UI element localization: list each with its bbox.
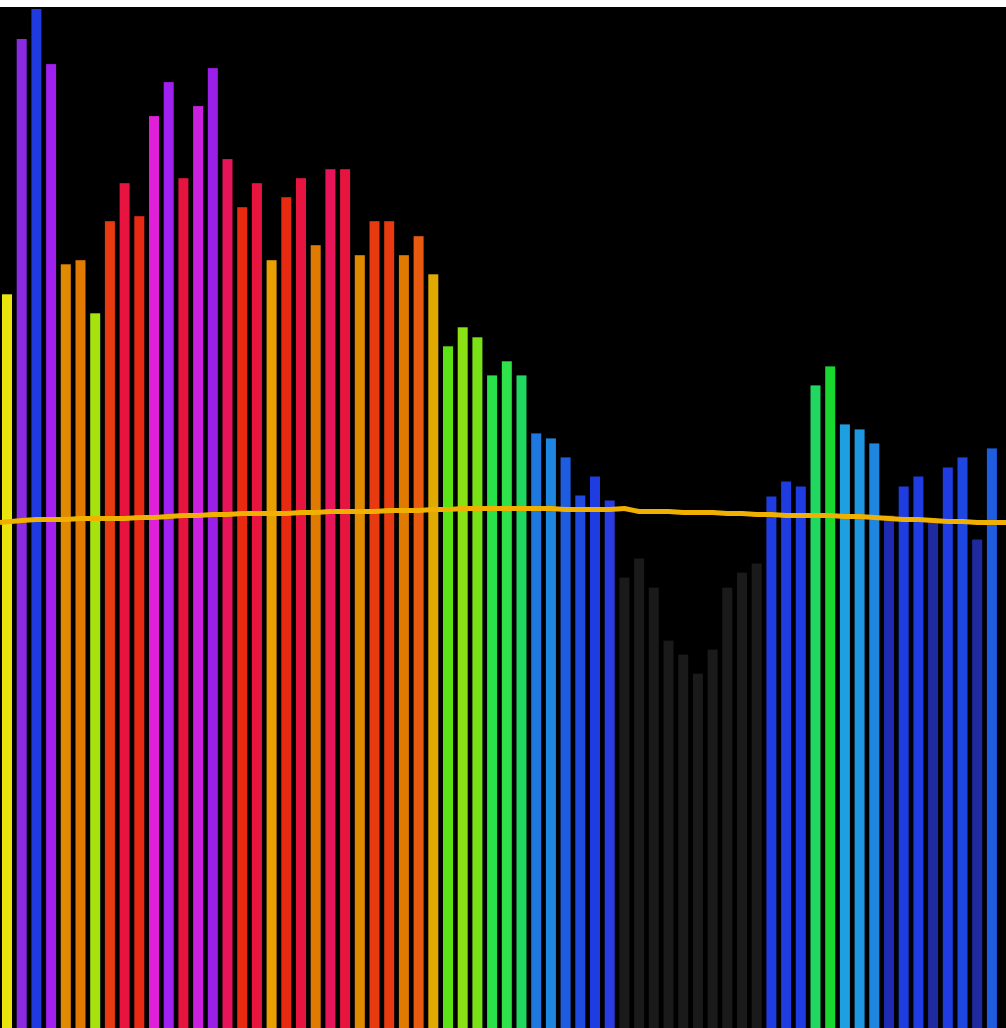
bar [281,197,292,1028]
bar [766,496,777,1028]
bar [663,640,674,1028]
bar [369,221,380,1028]
bar [619,577,630,1028]
bar [443,346,453,1028]
bar [634,558,645,1028]
bar [90,313,101,1028]
bar [75,260,86,1028]
bar [986,448,997,1028]
bar [516,375,527,1028]
bar [531,433,542,1028]
bar [884,515,894,1028]
bar [251,183,262,1028]
bar [457,327,468,1028]
bar [398,255,409,1028]
bar [60,264,71,1028]
bar [149,116,159,1028]
bar [413,236,424,1028]
bar [737,572,747,1028]
bar [707,649,718,1028]
line-series [0,506,1006,525]
bar [560,457,571,1028]
bar [575,495,586,1028]
bar [898,486,909,1028]
bar [825,366,836,1028]
bar [119,183,130,1028]
bar [972,539,983,1028]
bar [163,82,174,1028]
bar [2,294,12,1028]
bar [869,443,880,1028]
bar [266,260,277,1028]
bar [104,221,115,1028]
bar [751,563,762,1028]
bar [913,476,924,1028]
bar [692,673,703,1028]
line [0,506,1006,525]
bar [472,337,483,1028]
bar [854,429,865,1028]
bar [795,486,806,1028]
bar [134,216,145,1028]
bar [781,481,792,1028]
bar [545,438,556,1028]
bar [957,457,968,1028]
bar [354,255,365,1028]
bar [340,169,351,1028]
bar [46,64,57,1028]
bar [384,221,395,1028]
bar [839,424,850,1028]
bar [16,39,27,1028]
bar-series [2,9,997,1028]
bar [487,375,498,1028]
bar [428,274,439,1028]
bar [942,467,953,1028]
bar [810,385,821,1028]
bar [928,520,939,1028]
bar [604,500,615,1028]
bar [648,587,659,1028]
bar [193,106,204,1028]
bar [237,207,248,1028]
bar [207,68,218,1028]
bar [501,361,512,1028]
bar [325,169,336,1028]
bar [678,654,689,1028]
bar [590,476,600,1028]
bar [296,178,306,1028]
bar [310,245,321,1028]
bar [178,178,189,1028]
bar [722,587,733,1028]
bar [222,159,233,1028]
